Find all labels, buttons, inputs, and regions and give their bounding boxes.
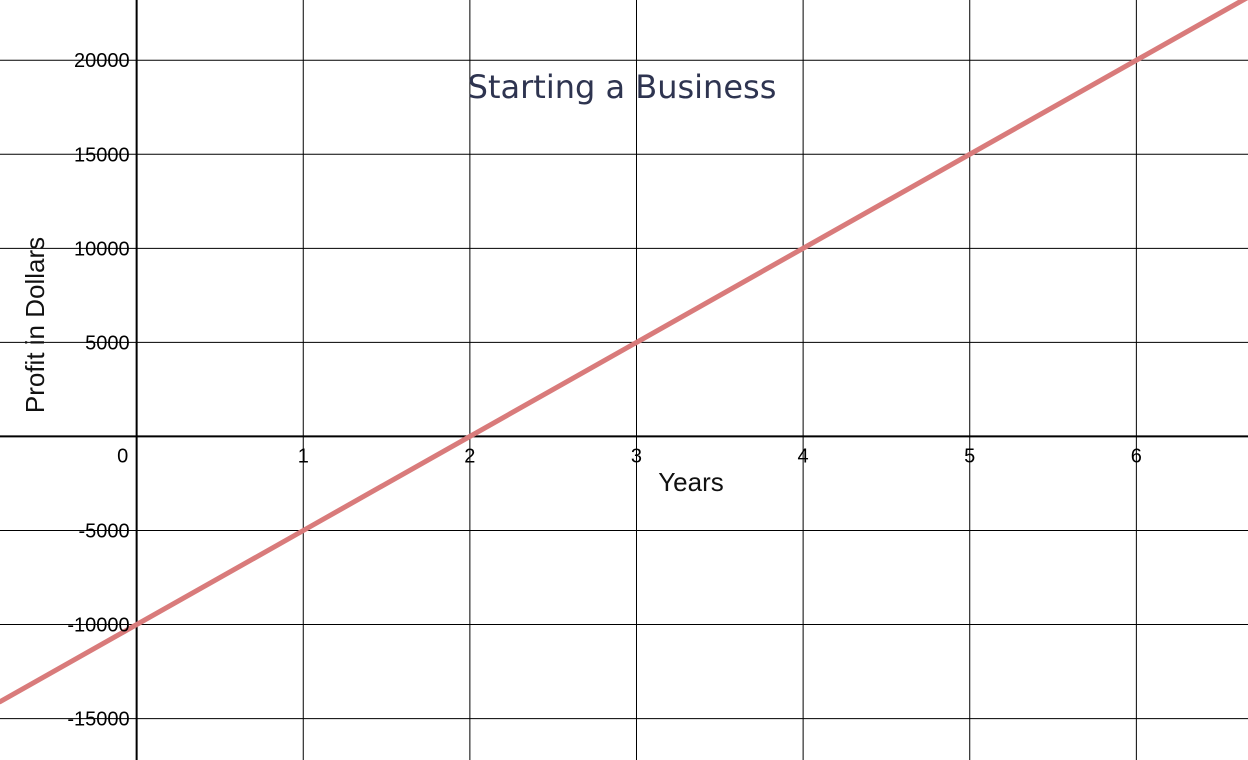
chart-title: Starting a Business [468,68,777,106]
x-tick-label: 3 [631,445,642,467]
x-tick-label: 2 [464,445,475,467]
y-tick-label: 15000 [74,144,130,166]
y-tick-label: 5000 [85,332,130,354]
x-axis-label: Years [658,467,724,497]
y-axis-label: Profit in Dollars [20,237,50,413]
x-tick-label: 6 [1131,445,1142,467]
x-tick-label: 4 [798,445,809,467]
y-tick-label: -5000 [78,520,129,542]
series-group [0,0,1248,705]
x-tick-label: 1 [298,445,309,467]
y-tick-label: -15000 [67,709,129,731]
y-tick-label: 10000 [74,238,130,260]
y-tick-label: 20000 [74,50,130,72]
tick-labels: 0 1 2 3 4 5 6 20000 15000 10000 5000 -5000 -10000 -15… [67,50,1142,730]
x-tick-label: 0 [117,445,128,467]
x-tick-label: 5 [964,445,975,467]
y-tick-label: -10000 [67,615,129,637]
series-line [0,0,1248,705]
